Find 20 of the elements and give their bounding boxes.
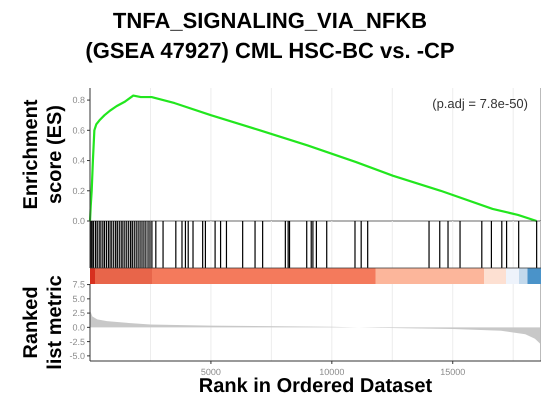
y-tick-label: 0.8 <box>72 95 85 106</box>
y-tick-label: 0.0 <box>72 322 85 332</box>
y-tick-label: -5.0 <box>69 351 85 362</box>
y-tick-label: 0.4 <box>72 156 85 166</box>
x-tick-label: 10000 <box>319 367 344 377</box>
y-tick-label: -2.5 <box>69 336 85 347</box>
y-axis-title: Enrichment score (ES) <box>20 99 66 210</box>
y-tick-label: 5.0 <box>72 294 85 304</box>
x-tick-label: 15000 <box>440 367 466 377</box>
y-tick-label: 0.0 <box>72 216 85 226</box>
y-tick-label: 0.6 <box>72 125 85 136</box>
line-series <box>88 94 538 222</box>
y-tick-label: 2.5 <box>72 308 85 318</box>
x-tick-label: 5000 <box>200 367 221 377</box>
chart-title: TNFA_SIGNALING_VIA_NFKB (GSEA 47927) CML HSC-BC vs. -CP <box>85 8 455 63</box>
y-tick-label: 0.2 <box>72 186 85 196</box>
y-axis-title: Ranked list metric <box>20 275 66 370</box>
x-axis-title: Rank in Ordered Dataset <box>198 375 433 397</box>
y-tick-label: 7.5 <box>72 280 85 290</box>
annotation: (p.adj = 7.8e-50) <box>432 96 528 111</box>
